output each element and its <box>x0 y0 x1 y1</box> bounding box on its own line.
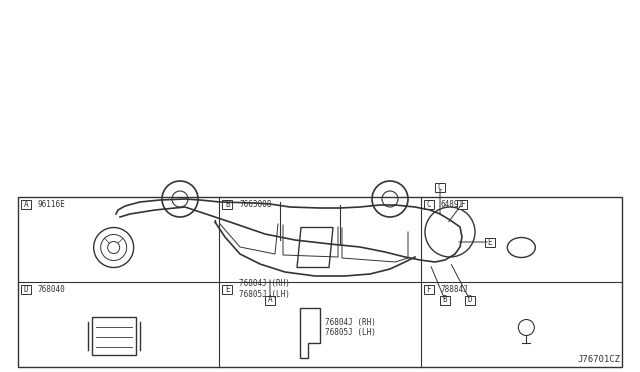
Text: B: B <box>225 199 230 208</box>
Bar <box>21 285 31 294</box>
Bar <box>21 199 31 208</box>
Text: J76701CZ: J76701CZ <box>577 355 620 364</box>
Bar <box>18 197 622 367</box>
Text: A: A <box>268 295 272 305</box>
Bar <box>485 237 495 247</box>
Text: B: B <box>443 295 447 305</box>
Text: C: C <box>426 199 431 208</box>
Text: 76804J (RH)
76805J (LH): 76804J (RH) 76805J (LH) <box>239 279 290 299</box>
Text: 78884J: 78884J <box>441 285 468 294</box>
Text: 7663008: 7663008 <box>239 199 272 208</box>
Bar <box>424 285 434 294</box>
Text: F: F <box>460 199 464 208</box>
Text: 64891: 64891 <box>441 199 464 208</box>
Text: E: E <box>488 237 492 247</box>
Bar <box>265 295 275 305</box>
Text: 76804J (RH)
76805J (LH): 76804J (RH) 76805J (LH) <box>325 318 376 337</box>
Bar <box>222 199 232 208</box>
Text: E: E <box>225 285 230 294</box>
Bar <box>440 295 450 305</box>
Bar <box>92 317 136 355</box>
Bar <box>465 295 475 305</box>
Text: D: D <box>24 285 28 294</box>
Bar <box>457 199 467 208</box>
Text: F: F <box>426 285 431 294</box>
Bar <box>222 285 232 294</box>
Bar <box>435 183 445 192</box>
Text: 96116E: 96116E <box>38 199 66 208</box>
Bar <box>424 199 434 208</box>
Text: A: A <box>24 199 28 208</box>
Text: D: D <box>468 295 472 305</box>
Text: C: C <box>438 183 442 192</box>
Text: 768040: 768040 <box>38 285 66 294</box>
